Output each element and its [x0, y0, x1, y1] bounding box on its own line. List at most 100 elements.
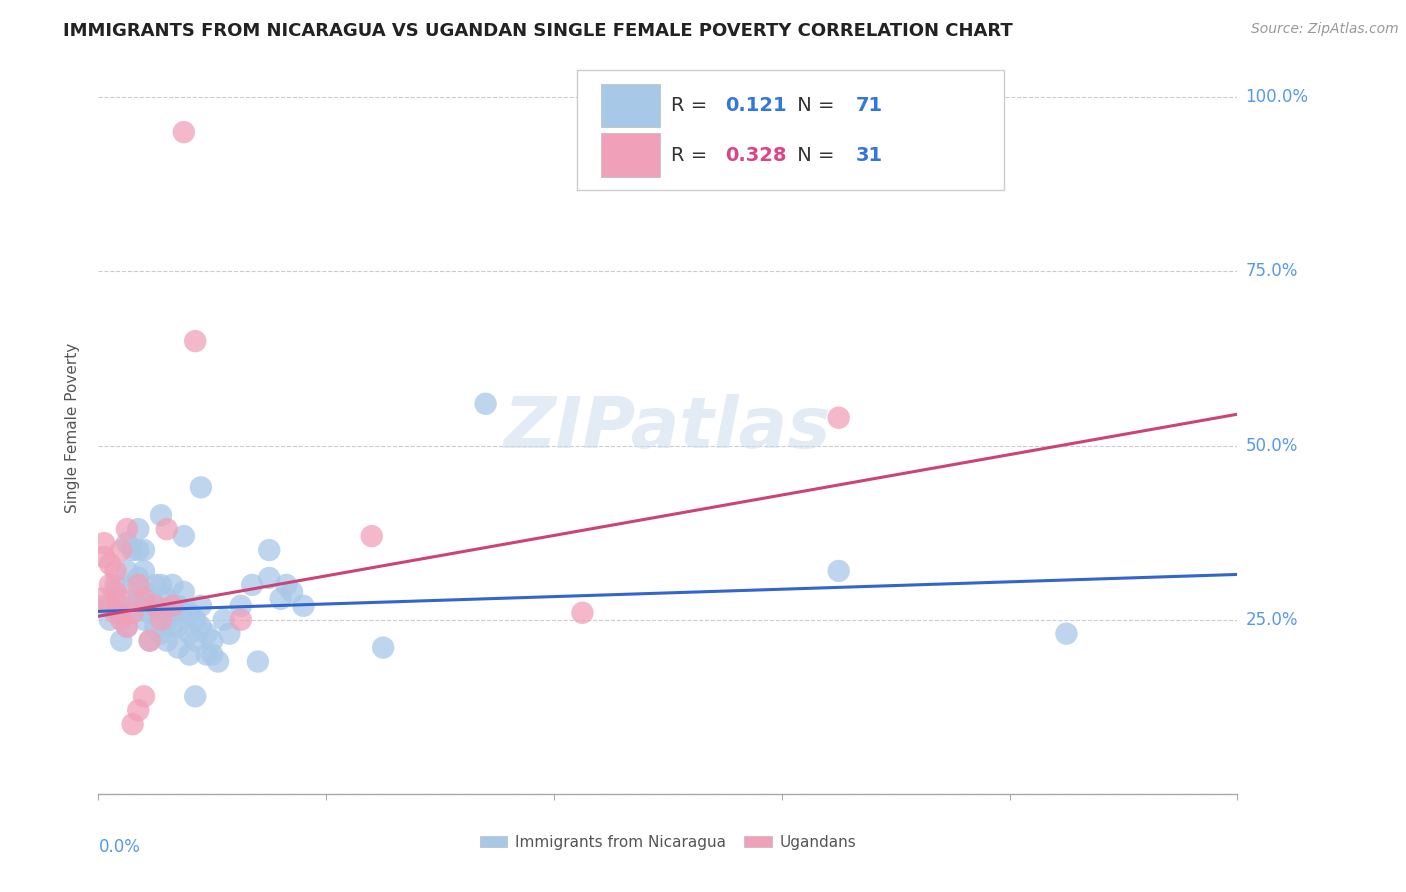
FancyBboxPatch shape — [600, 134, 659, 177]
Point — [110, 543, 132, 558]
Point — [571, 606, 593, 620]
Point — [828, 564, 851, 578]
Text: N =: N = — [790, 145, 841, 164]
Point — [179, 648, 201, 662]
Text: 0.328: 0.328 — [725, 145, 786, 164]
Point — [173, 606, 195, 620]
Point — [229, 613, 252, 627]
Text: N =: N = — [790, 95, 841, 115]
Point — [179, 626, 201, 640]
Point — [121, 543, 143, 558]
Point — [98, 599, 121, 613]
Point — [127, 591, 149, 606]
Point — [173, 585, 195, 599]
Text: 0.121: 0.121 — [725, 95, 786, 115]
Point — [474, 397, 496, 411]
Point — [132, 585, 155, 599]
Point — [145, 578, 167, 592]
Point — [132, 564, 155, 578]
Point — [115, 522, 138, 536]
Point — [132, 591, 155, 606]
Point — [132, 613, 155, 627]
Point — [150, 508, 173, 523]
Point — [201, 633, 224, 648]
Point — [195, 626, 218, 640]
Point — [145, 599, 167, 613]
Point — [115, 564, 138, 578]
Point — [98, 557, 121, 571]
FancyBboxPatch shape — [576, 70, 1004, 191]
Point — [121, 578, 143, 592]
Point — [110, 613, 132, 627]
Point — [259, 571, 281, 585]
Point — [229, 599, 252, 613]
Point — [104, 585, 127, 599]
Point — [167, 640, 190, 655]
Point — [138, 591, 160, 606]
Point — [156, 522, 179, 536]
Point — [104, 564, 127, 578]
Point — [150, 613, 173, 627]
Point — [162, 599, 184, 613]
Point — [138, 606, 160, 620]
Text: 71: 71 — [856, 95, 883, 115]
Point — [184, 690, 207, 704]
Text: 100.0%: 100.0% — [1246, 88, 1309, 106]
Point — [1056, 626, 1078, 640]
Point — [98, 613, 121, 627]
Point — [132, 690, 155, 704]
Point — [195, 648, 218, 662]
Point — [173, 125, 195, 139]
Point — [246, 655, 269, 669]
Point — [115, 620, 138, 634]
Point — [138, 633, 160, 648]
Point — [115, 620, 138, 634]
Point — [212, 613, 235, 627]
Point — [93, 549, 115, 564]
Point — [132, 543, 155, 558]
Point — [270, 591, 292, 606]
Y-axis label: Single Female Poverty: Single Female Poverty — [65, 343, 80, 513]
Text: R =: R = — [671, 145, 714, 164]
Point — [167, 599, 190, 613]
Point — [98, 578, 121, 592]
Point — [121, 599, 143, 613]
Point — [167, 620, 190, 634]
Point — [218, 626, 240, 640]
Point — [145, 620, 167, 634]
Text: 75.0%: 75.0% — [1246, 262, 1298, 280]
Text: 25.0%: 25.0% — [1246, 611, 1298, 629]
Point — [190, 480, 212, 494]
Point — [259, 543, 281, 558]
Point — [240, 578, 263, 592]
Point — [828, 410, 851, 425]
Point — [207, 655, 229, 669]
Point — [162, 578, 184, 592]
Point — [162, 599, 184, 613]
Point — [184, 633, 207, 648]
Point — [173, 529, 195, 543]
Point — [190, 599, 212, 613]
Point — [156, 591, 179, 606]
FancyBboxPatch shape — [600, 84, 659, 127]
Point — [138, 633, 160, 648]
Point — [162, 620, 184, 634]
Point — [115, 536, 138, 550]
Text: 50.0%: 50.0% — [1246, 436, 1298, 455]
Text: R =: R = — [671, 95, 714, 115]
Text: 0.0%: 0.0% — [98, 838, 141, 855]
Point — [104, 578, 127, 592]
Legend: Immigrants from Nicaragua, Ugandans: Immigrants from Nicaragua, Ugandans — [474, 829, 862, 855]
Point — [104, 606, 127, 620]
Point — [110, 591, 132, 606]
Point — [127, 703, 149, 717]
Point — [292, 599, 315, 613]
Point — [145, 599, 167, 613]
Point — [201, 648, 224, 662]
Point — [127, 578, 149, 592]
Point — [104, 591, 127, 606]
Point — [150, 626, 173, 640]
Text: Source: ZipAtlas.com: Source: ZipAtlas.com — [1251, 22, 1399, 37]
Point — [156, 613, 179, 627]
Text: 31: 31 — [856, 145, 883, 164]
